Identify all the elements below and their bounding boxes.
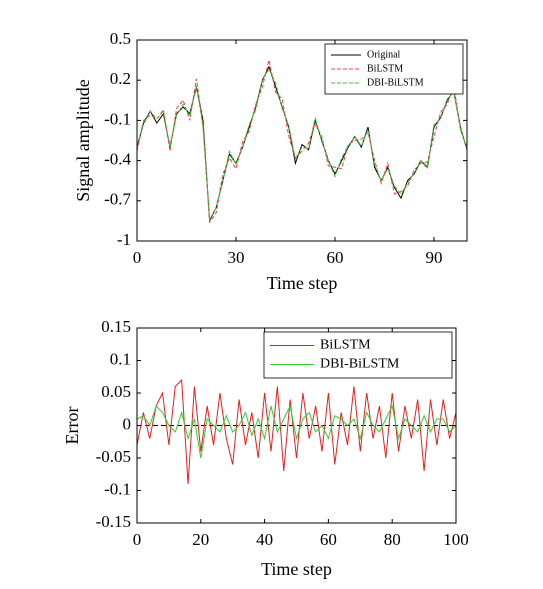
y-tick-label: 0.05 (101, 382, 131, 401)
x-tick-label: 20 (192, 530, 209, 549)
axes-frame (136, 39, 468, 242)
y-tick-label: -0.15 (96, 512, 131, 531)
legend-label: BiLSTM (367, 63, 403, 74)
y-tick-label: 0.2 (110, 69, 131, 88)
legend-box (263, 331, 453, 379)
y-tick-label: -0.1 (104, 109, 131, 128)
y-tick-label: -1 (117, 230, 131, 249)
x-tick-label: 80 (384, 530, 401, 549)
series-line (136, 378, 457, 485)
y-tick-label: -0.4 (104, 150, 131, 169)
legend: Original BiLSTM DBI-BiLSTM (324, 43, 464, 95)
x-axis-label: Time step (267, 273, 338, 293)
x-tick-label: 40 (256, 530, 273, 549)
y-tick-label: -0.1 (104, 479, 131, 498)
y-tick-label: 0.5 (110, 29, 131, 48)
x-tick-label: 0 (133, 530, 142, 549)
legend-label: DBI-BiLSTM (320, 357, 400, 372)
x-tick-label: 90 (426, 248, 443, 267)
y-tick-label: -0.05 (96, 447, 131, 466)
y-tick-label: 0 (123, 414, 132, 433)
axes-frame (136, 327, 457, 524)
y-axis-label: Signal amplitude (73, 79, 93, 201)
series-line (136, 404, 457, 459)
x-tick-label: 100 (443, 530, 469, 549)
plot: -0.15 -0.1 -0.05 0 0.05 0.1 0.15 0 20 40 60 80 100 Ti… (62, 317, 469, 579)
legend-box (324, 43, 464, 95)
series-line (136, 68, 468, 222)
legend-label: Original (367, 49, 401, 60)
x-axis-label: Time step (261, 559, 332, 579)
series-line (136, 59, 468, 224)
legend-label: DBI-BiLSTM (367, 77, 424, 88)
y-tick-label: 0.1 (110, 349, 131, 368)
x-tick-label: 60 (327, 248, 344, 267)
y-tick-label: -0.7 (104, 190, 131, 209)
x-tick-label: 0 (133, 248, 142, 267)
x-tick-label: 30 (228, 248, 245, 267)
legend-label: BiLSTM (320, 338, 371, 353)
y-axis-label: Error (62, 407, 82, 445)
legend: BiLSTM DBI-BiLSTM (263, 331, 453, 379)
y-tick-label: 0.15 (101, 317, 131, 336)
plot: -1 -0.7 -0.4 -0.1 0.2 0.5 0 30 60 90 Time step Sign… (73, 29, 468, 293)
x-tick-label: 60 (320, 530, 337, 549)
